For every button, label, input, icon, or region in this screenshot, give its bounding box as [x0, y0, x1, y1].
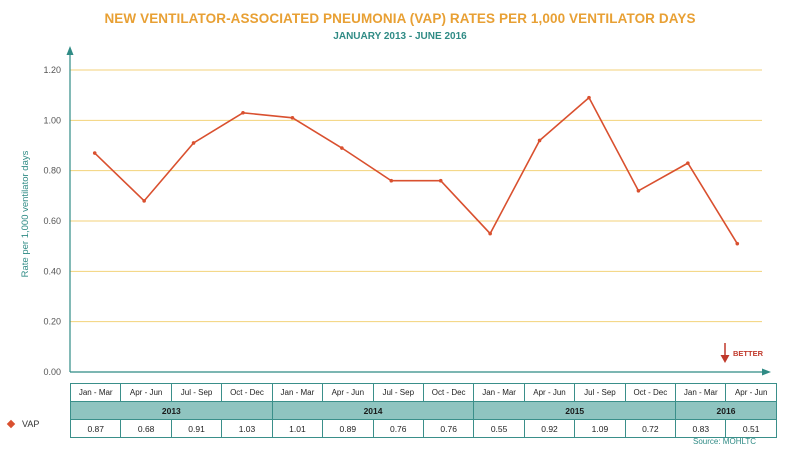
data-table: Jan - Mar Apr - Jun Jul - Sep Oct - Dec Jan …	[69, 383, 777, 438]
year-cell: 2015	[473, 401, 677, 420]
value-cell: 1.03	[221, 419, 273, 438]
category-row: Jan - Mar Apr - Jun Jul - Sep Oct - Dec Jan …	[69, 383, 777, 402]
data-point	[686, 161, 690, 165]
data-point	[438, 178, 443, 183]
better-arrow-icon	[720, 343, 730, 363]
y-tick-label: 1.20	[43, 65, 61, 75]
category-cell: Oct - Dec	[624, 383, 677, 402]
category-cell: Jan - Mar	[271, 383, 324, 402]
year-cell: 2014	[271, 401, 475, 420]
value-cell: 1.01	[271, 419, 324, 438]
y-tick-label: 1.00	[43, 115, 61, 125]
y-axis-arrow-icon	[66, 46, 74, 55]
category-cell: Apr - Jun	[322, 383, 374, 402]
value-cell: 0.51	[725, 419, 777, 438]
value-cell: 0.89	[322, 419, 374, 438]
category-cell: Jan - Mar	[675, 383, 727, 402]
category-cell: Oct - Dec	[422, 383, 475, 402]
data-point	[537, 138, 542, 143]
year-row: 2013 2014 2015 2016	[70, 401, 777, 420]
year-cell: 2016	[675, 401, 777, 420]
category-cell: Jan - Mar	[473, 383, 525, 402]
value-cell: 0.76	[372, 419, 424, 438]
value-cell: 0.55	[473, 419, 525, 438]
category-cell: Jul - Sep	[574, 383, 626, 402]
data-point	[340, 146, 344, 150]
data-point	[488, 231, 492, 236]
value-cell: 0.68	[120, 419, 172, 438]
category-cell: Jul - Sep	[170, 383, 223, 402]
chart-subtitle: JANUARY 2013 - JUNE 2016	[333, 31, 467, 42]
value-cell: 0.76	[422, 419, 475, 438]
chart-title: NEW VENTILATOR-ASSOCIATED PNEUMONIA (VAP…	[104, 11, 696, 26]
source-note: Source: MOHLTC	[693, 437, 756, 446]
value-cell: 0.92	[523, 419, 576, 438]
category-cell: Apr - Jun	[523, 383, 576, 402]
value-cell: 0.72	[624, 419, 677, 438]
series-line-vap	[94, 96, 738, 245]
x-axis-arrow-icon	[762, 368, 771, 376]
data-point	[142, 199, 146, 203]
value-cell: 1.09	[574, 419, 626, 438]
y-tick-label: 0.20	[43, 317, 61, 327]
legend-label: VAP	[22, 419, 40, 429]
data-point	[389, 178, 394, 183]
y-tick-label: 0.60	[43, 216, 61, 226]
data-point	[587, 95, 591, 100]
y-axis-label: Rate per 1,000 ventilator days	[20, 150, 31, 277]
category-cell: Jul - Sep	[372, 383, 424, 402]
legend-vap: VAP	[6, 419, 40, 429]
data-point	[735, 241, 740, 246]
y-tick-label: 0.40	[43, 266, 61, 276]
category-cell: Apr - Jun	[725, 383, 777, 402]
data-point	[290, 116, 295, 120]
year-cell: 2013	[70, 401, 273, 420]
category-cell: Jan - Mar	[69, 383, 122, 402]
data-point	[241, 110, 245, 115]
diamond-marker-icon	[6, 419, 16, 429]
value-cell: 0.87	[69, 419, 122, 438]
category-cell: Oct - Dec	[221, 383, 273, 402]
value-cell: 0.83	[675, 419, 727, 438]
y-tick-label: 0.00	[43, 367, 61, 377]
data-point	[636, 189, 641, 193]
better-label: BETTER	[733, 349, 763, 358]
data-point	[191, 141, 196, 145]
value-cell: 0.91	[170, 419, 223, 438]
y-tick-label: 0.80	[43, 166, 61, 176]
data-point	[92, 151, 97, 155]
value-row: 0.87 0.68 0.91 1.03 1.01 0.89 0.76 0.76 0.55 0.92…	[69, 419, 777, 438]
category-cell: Apr - Jun	[120, 383, 172, 402]
